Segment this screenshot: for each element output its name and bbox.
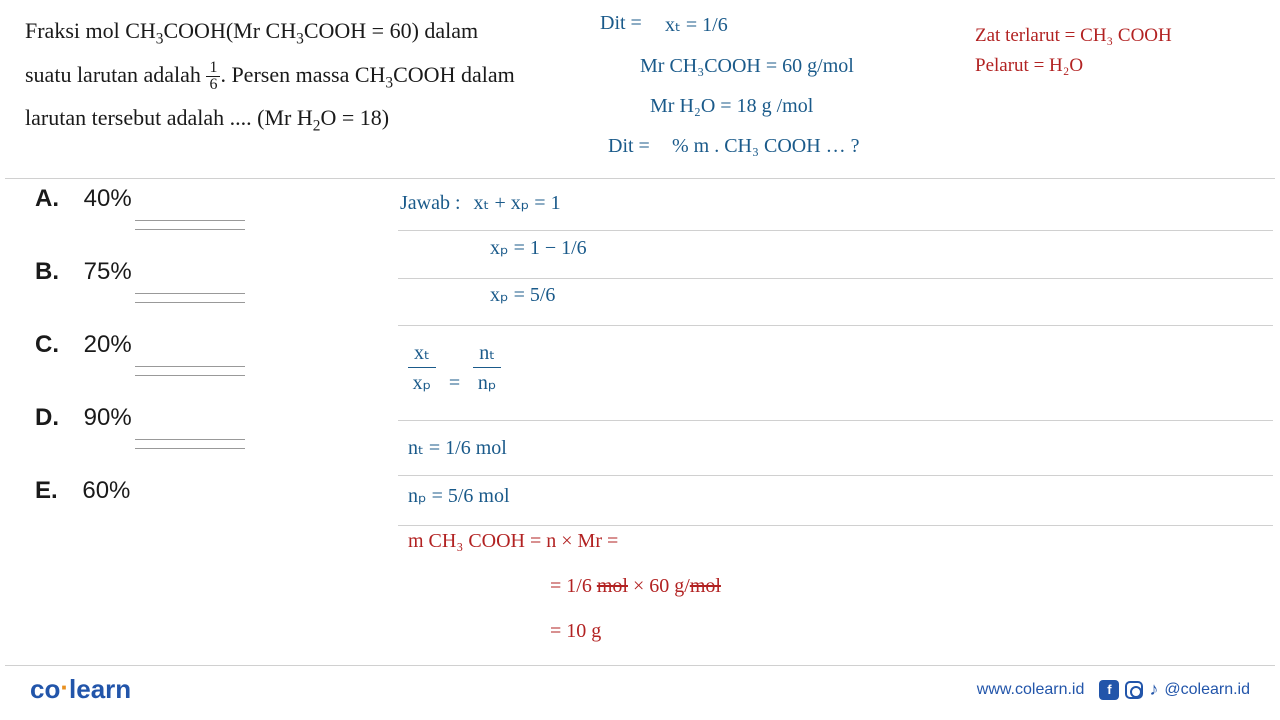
footer-url: www.colearn.id: [977, 681, 1085, 699]
option-d: D. 90%: [35, 404, 335, 432]
option-letter: A.: [35, 185, 59, 212]
q-line2c: COOH dalam: [393, 62, 515, 87]
logo: co·learn: [30, 674, 131, 705]
work-mass1: m CH₃ COOH = n × Mr =: [408, 530, 618, 553]
given-mr1: Mr CH₃COOH = 60 g/mol: [640, 55, 854, 78]
option-c: C. 20%: [35, 331, 335, 359]
jawab-label: Jawab :: [400, 192, 461, 214]
frac-bot: 6: [206, 77, 220, 93]
footer: co·learn www.colearn.id f ♪ @colearn.id: [0, 674, 1280, 705]
given-dit-label: Dit =: [600, 12, 642, 35]
work-jawab: Jawab : xₜ + xₚ = 1: [400, 190, 561, 215]
note-solute: Zat terlarut = CH₃ COOH: [975, 25, 1172, 47]
logo-co: co: [30, 674, 60, 704]
q-line3: larutan tersebut adalah .... (Mr H: [25, 105, 313, 130]
frac-xp: xₚ: [408, 368, 436, 395]
work-mass2: = 1/6 mol × 60 g/mol: [550, 575, 721, 598]
options-list: A. 40% B. 75% C. 20% D. 90% E. 60%: [35, 185, 335, 545]
note-solvent: Pelarut = H₂O: [975, 55, 1083, 77]
tiktok-icon: ♪: [1149, 679, 1158, 700]
q-line2b: . Persen massa CH: [220, 62, 385, 87]
work-eq3: xₚ = 5/6: [490, 282, 555, 307]
work-np: nₚ = 5/6 mol: [408, 483, 510, 508]
work-nt: nₜ = 1/6 mol: [408, 435, 507, 460]
option-value: 60%: [82, 477, 130, 504]
rule-line: [398, 475, 1273, 476]
rule-line: [5, 665, 1275, 666]
logo-dot-icon: ·: [60, 672, 69, 702]
option-letter: E.: [35, 477, 58, 504]
option-letter: D.: [35, 404, 59, 431]
given-xt: xₜ = 1/6: [665, 12, 728, 37]
blank-lines: [135, 293, 245, 311]
frac-nt: nₜ: [473, 340, 501, 368]
work-eq1: xₜ + xₚ = 1: [474, 192, 561, 214]
given-dit2: % m . CH₃ COOH … ?: [672, 135, 860, 158]
rule-line: [398, 278, 1273, 279]
blank-lines: [135, 439, 245, 457]
m2a: = 1/6: [550, 575, 597, 597]
option-letter: B.: [35, 258, 59, 285]
blank-lines: [135, 366, 245, 384]
m2-strike1: mol: [597, 575, 628, 597]
work-mass3: = 10 g: [550, 620, 601, 643]
m2b: × 60 g/: [628, 575, 690, 597]
option-value: 40%: [84, 185, 132, 212]
frac-top: 1: [206, 60, 220, 77]
blank-lines: [135, 220, 245, 238]
option-value: 20%: [84, 331, 132, 358]
q-line2a: suatu larutan adalah: [25, 62, 206, 87]
given-dit2-label: Dit =: [608, 135, 650, 158]
frac-xt: xₜ: [408, 340, 436, 368]
option-e: E. 60%: [35, 477, 335, 505]
facebook-icon: f: [1099, 680, 1119, 700]
logo-learn: learn: [69, 674, 131, 704]
footer-handle: @colearn.id: [1164, 681, 1250, 699]
social-icons: f ♪ @colearn.id: [1099, 679, 1250, 700]
work-fraction: xₜ xₚ = nₜ nₚ: [408, 340, 501, 395]
rule-line: [398, 230, 1273, 231]
given-mr2: Mr H₂O = 18 g /mol: [650, 95, 813, 118]
q-line3b: O = 18): [320, 105, 389, 130]
rule-line: [5, 178, 1275, 179]
question-text: Fraksi mol CH3COOH(Mr CH3COOH = 60) dala…: [25, 10, 585, 141]
q-line1c: COOH = 60) dalam: [304, 18, 478, 43]
option-letter: C.: [35, 331, 59, 358]
rule-line: [398, 420, 1273, 421]
footer-right: www.colearn.id f ♪ @colearn.id: [977, 679, 1250, 700]
q-line1a: Fraksi mol CH: [25, 18, 156, 43]
rule-line: [398, 525, 1273, 526]
m2-strike2: mol: [690, 575, 721, 597]
frac-np: nₚ: [473, 368, 501, 395]
option-b: B. 75%: [35, 258, 335, 286]
option-a: A. 40%: [35, 185, 335, 213]
option-value: 75%: [84, 258, 132, 285]
option-value: 90%: [84, 404, 132, 431]
instagram-icon: [1125, 681, 1143, 699]
work-eq2: xₚ = 1 − 1/6: [490, 235, 587, 260]
q-line1b: COOH(Mr CH: [164, 18, 297, 43]
rule-line: [398, 325, 1273, 326]
